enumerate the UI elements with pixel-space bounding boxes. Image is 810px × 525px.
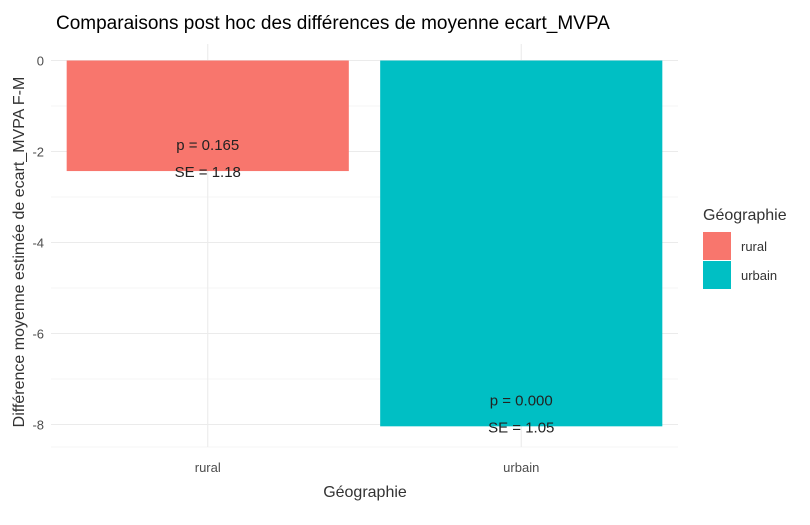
y-tick-labels: 0 -2 -4 -6 -8 xyxy=(32,54,44,433)
x-tick-label-rural: rural xyxy=(195,460,221,475)
legend-label-urbain: urbain xyxy=(741,268,777,283)
bar-label-se-urbain: SE = 1.05 xyxy=(488,419,554,436)
bar-label-p-rural: p = 0.165 xyxy=(176,137,239,154)
bar-rural xyxy=(66,60,349,172)
chart-title: Comparaisons post hoc des différences de… xyxy=(56,13,610,34)
y-axis-title: Différence moyenne estimée de ecart_MVPA… xyxy=(11,77,28,428)
x-axis-title: Géographie xyxy=(323,484,407,501)
legend-title: Géographie xyxy=(703,207,787,224)
bar-labels-group: p = 0.165 SE = 1.18 p = 0.000 SE = 1.05 xyxy=(175,137,555,436)
bar-label-se-rural: SE = 1.18 xyxy=(175,164,241,181)
bar-urbain xyxy=(380,60,663,427)
y-tick-label: -4 xyxy=(32,236,44,251)
legend: Géographie rural urbain xyxy=(703,207,787,289)
x-tick-labels: rural urbain xyxy=(195,460,540,475)
bars-group xyxy=(66,60,663,427)
x-tick-label-urbain: urbain xyxy=(503,460,539,475)
legend-swatch-urbain xyxy=(703,261,731,289)
legend-label-rural: rural xyxy=(741,239,767,254)
y-tick-label: -2 xyxy=(32,145,44,160)
y-tick-label: -6 xyxy=(32,327,44,342)
y-tick-label: -8 xyxy=(32,418,44,433)
legend-swatch-rural xyxy=(703,232,731,260)
y-tick-label: 0 xyxy=(37,54,44,69)
bar-label-p-urbain: p = 0.000 xyxy=(490,392,553,409)
